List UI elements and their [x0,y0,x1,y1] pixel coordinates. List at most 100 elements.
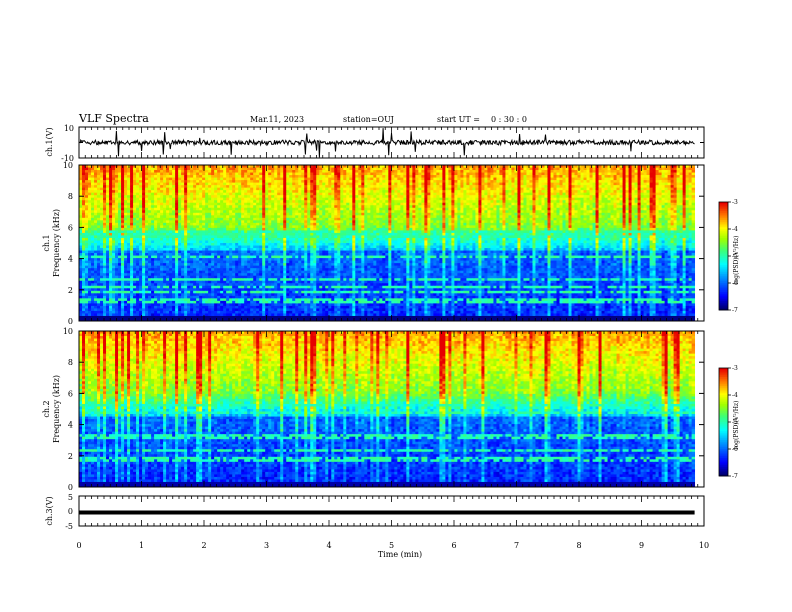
spectrogram-cell [625,167,629,171]
spectrogram-cell [610,195,614,199]
spectrogram-cell [418,205,422,209]
spectrogram-cell [523,192,527,196]
spectrogram-cell [232,220,236,224]
spectrogram-cell [154,185,158,189]
spectrogram-cell [334,210,338,214]
spectrogram-cell [580,222,584,226]
spectrogram-cell [553,207,557,211]
spectrogram-cell [442,182,446,186]
spectrogram-cell [208,167,212,171]
spectrogram-cell [682,195,687,199]
spectrogram-cell [358,192,362,196]
spectrogram-cell [94,222,98,226]
spectrogram-cell [583,172,587,176]
spectrogram-cell [106,172,110,176]
spectrogram-cell [268,225,272,229]
date-label: Mar.11, 2023 [250,115,304,124]
spectrogram-cell [355,167,359,171]
spectrogram-cell [220,165,224,168]
spectrogram-cell [238,175,242,178]
spectrogram-cell [676,170,681,173]
spectrogram-cell [292,190,296,194]
spectrogram-cell [634,182,638,186]
spectrogram-cell [553,165,557,168]
spectrogram-cell [175,217,179,221]
spectrogram-cell [442,165,446,168]
spectrogram-cell [151,220,155,224]
spectrogram-cell [646,177,650,181]
spectrogram-cell [622,187,626,191]
spectrogram-cell [484,187,488,191]
spectrogram-cell [511,195,515,199]
spectrogram-cell [487,175,491,178]
spectrogram-cell [358,175,362,178]
spectrogram-cell [355,210,359,214]
spectrogram-cell [352,205,356,209]
spectrogram-cell [241,172,245,176]
spectrogram-cell [247,222,251,226]
spectrogram-cell [631,180,635,184]
spectrogram-cell [571,192,575,196]
spectrogram-cell [136,177,140,181]
spectrogram-cell [226,197,230,201]
spectrogram-cell [280,177,284,181]
spectrogram-cell [349,222,353,226]
spectrogram-cell [292,195,296,199]
spectrogram-cell [322,207,326,211]
spectrogram-cell [439,205,443,209]
spectrogram-cell [637,177,641,181]
spectrogram-cell [466,220,470,224]
spectrogram-cell [592,185,596,189]
spectrogram-cell [289,222,293,226]
spectrogram-cell [412,192,416,196]
spectrogram-cell [502,222,506,226]
spectrogram-cell [520,187,524,191]
spectrogram-cell [274,222,278,226]
spectrogram-cell [628,220,632,224]
spectrogram-cell [625,170,629,173]
spectrogram-cell [652,220,656,224]
spectrogram-cell [586,207,590,211]
spectrogram-cell [445,165,449,168]
spectrogram-cell [397,217,401,221]
spectrogram-cell [625,197,629,201]
spectrogram-cell [298,212,302,216]
spectrogram-cell [178,212,182,216]
spectrogram-cell [505,195,509,199]
spectrogram-cell [310,195,314,199]
spectrogram-cell [466,177,470,181]
spectrogram-cell [601,170,605,173]
spectrogram-cell [244,197,248,201]
spectrogram-cell [523,180,527,184]
spectrogram-cell [646,215,650,219]
spectrogram-cell [505,185,509,189]
spectrogram-cell [154,177,158,181]
spectrogram-cell [181,225,185,229]
spectrogram-cell [568,190,572,194]
spectrogram-cell [382,200,386,204]
spectrogram-cell [400,215,404,219]
spectrogram-cell [295,192,299,196]
spectrogram-cell [376,185,380,189]
spectrogram-cell [292,187,296,191]
spectrogram-cell [640,217,644,221]
spectrogram-cell [265,222,269,226]
spectrogram-cell [391,207,395,211]
spectrogram-cell [658,172,662,176]
spectrogram-cell [307,212,311,216]
spectrogram-cell [463,180,467,184]
spectrogram-cell [613,205,617,209]
spectrogram-cell [343,200,347,204]
spectrogram-cell [421,187,425,191]
spectrogram-cell [262,185,266,189]
spectrogram-cell [148,202,152,206]
spectrogram-cell [571,200,575,204]
spectrogram-cell [331,165,335,168]
spectrogram-cell [319,185,323,189]
spectrogram-cell [325,210,329,214]
spectrogram-cell [421,182,425,186]
spectrogram-cell [658,215,662,219]
spectrogram-cell [367,165,371,168]
spectrogram-cell [307,200,311,204]
spectrogram-cell [163,220,167,224]
